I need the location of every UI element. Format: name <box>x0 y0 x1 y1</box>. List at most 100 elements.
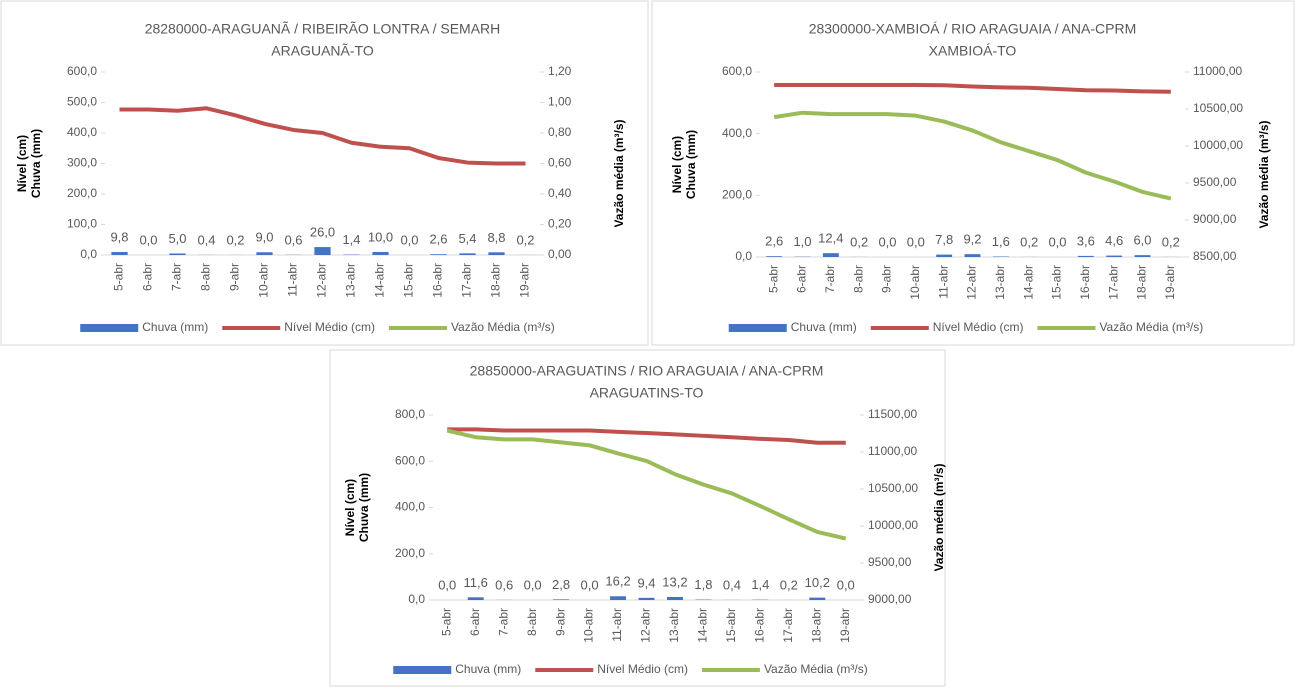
x-tick-label: 8-abr <box>525 608 539 636</box>
data-label: 0,6 <box>495 577 513 592</box>
y2-tick-label: 8500,00 <box>1193 249 1237 263</box>
data-label: 8,8 <box>487 230 505 245</box>
y-tick-label: 0,0 <box>80 247 97 261</box>
y2-tick-label: 0,40 <box>548 186 572 200</box>
chart: 28300000-XAMBIOÁ / RIO ARAGUAIA / ANA-CP… <box>651 0 1295 346</box>
data-label: 0,0 <box>438 577 456 592</box>
y-tick-label: 200,0 <box>395 546 425 560</box>
legend-label: Nível Médio (cm) <box>933 320 1024 334</box>
data-label: 4,6 <box>1105 233 1123 248</box>
bar <box>666 596 683 600</box>
y2-tick-label: 0,80 <box>548 125 572 139</box>
data-label: 5,4 <box>458 231 476 246</box>
y-tick-label: 200,0 <box>67 186 97 200</box>
x-tick-label: 18-abr <box>489 263 503 298</box>
data-label: 0,2 <box>226 232 244 247</box>
legend-swatch <box>80 324 139 332</box>
x-tick-label: 14-abr <box>696 608 710 643</box>
x-tick-label: 7-abr <box>170 263 184 291</box>
data-label: 0,2 <box>850 234 868 249</box>
chart-title: 28280000-ARAGUANÃ / RIBEIRÃO LONTRA / SE… <box>145 21 501 37</box>
x-tick-label: 11-abr <box>286 263 300 297</box>
legend-label: Chuva (mm) <box>791 320 857 334</box>
data-label: 0,2 <box>516 232 534 247</box>
x-tick-label: 17-abr <box>1106 265 1120 300</box>
bar <box>809 597 826 600</box>
bar <box>488 252 505 255</box>
x-tick-label: 7-abr <box>496 608 510 636</box>
y-tick-label: 100,0 <box>67 217 97 231</box>
legend-swatch <box>393 666 452 674</box>
data-label: 0,0 <box>581 577 599 592</box>
y-axis-label: Chuva (mm) <box>684 130 698 199</box>
data-label: 1,6 <box>992 234 1010 249</box>
y2-tick-label: 9000,00 <box>1193 212 1237 226</box>
data-label: 0,2 <box>1020 234 1038 249</box>
x-tick-label: 5-abr <box>112 263 126 291</box>
legend-item: Nível Médio (cm) <box>870 320 1024 334</box>
bar <box>314 247 331 255</box>
x-tick-label: 15-abr <box>724 608 738 643</box>
data-label: 0,2 <box>780 577 798 592</box>
y-axis-label: Chuva (mm) <box>29 129 43 198</box>
data-label: 9,4 <box>637 575 655 590</box>
bar <box>111 252 128 255</box>
bar <box>638 597 655 600</box>
bar <box>1077 255 1094 257</box>
bar <box>553 599 570 600</box>
y2-tick-label: 0,60 <box>548 156 572 170</box>
x-tick-label: 14-abr <box>1021 265 1035 300</box>
bar <box>936 254 953 257</box>
data-label: 10,2 <box>805 575 830 590</box>
chart-title: ARAGUATINS-TO <box>590 385 704 401</box>
line <box>446 428 847 541</box>
data-label: 2,8 <box>552 577 570 592</box>
legend-label: Nível Médio (cm) <box>284 320 375 334</box>
y2-tick-label: 11000,00 <box>868 444 917 458</box>
data-label: 0,0 <box>524 577 542 592</box>
x-tick-label: 16-abr <box>753 608 767 643</box>
data-label: 0,0 <box>878 234 896 249</box>
y-axis-label: Chuva (mm) <box>357 473 371 542</box>
y2-tick-label: 9500,00 <box>1193 175 1237 189</box>
legend-item: Nível Médio (cm) <box>222 320 375 334</box>
chart-frame <box>651 0 1295 346</box>
chart-title: 28300000-XAMBIOÁ / RIO ARAGUAIA / ANA-CP… <box>809 21 1137 37</box>
data-label: 11,6 <box>464 575 488 590</box>
chart: 28850000-ARAGUATINS / RIO ARAGUAIA / ANA… <box>329 349 946 687</box>
x-tick-label: 13-abr <box>993 265 1007 300</box>
x-tick-label: 6-abr <box>141 263 155 291</box>
x-tick-label: 14-abr <box>373 263 387 298</box>
y-tick-label: 800,0 <box>395 407 425 421</box>
x-tick-label: 12-abr <box>965 265 979 300</box>
bar <box>766 256 783 257</box>
y-axis-label: Nível (cm) <box>670 136 684 193</box>
data-label: 26,0 <box>310 225 335 240</box>
data-label: 16,2 <box>605 574 630 589</box>
x-tick-label: 6-abr <box>795 265 809 293</box>
data-label: 0,0 <box>837 577 855 592</box>
x-tick-label: 16-abr <box>1078 265 1092 300</box>
x-tick-label: 19-abr <box>518 263 532 298</box>
bar <box>964 254 981 257</box>
x-tick-label: 13-abr <box>667 608 681 643</box>
data-label: 9,8 <box>110 229 128 244</box>
data-label: 10,0 <box>368 229 393 244</box>
x-tick-label: 7-abr <box>823 265 837 293</box>
y-tick-label: 600,0 <box>722 64 752 78</box>
y-tick-label: 400,0 <box>67 125 97 139</box>
chart-title: XAMBIOÁ-TO <box>929 43 1017 59</box>
x-tick-label: 5-abr <box>766 265 780 293</box>
x-tick-label: 10-abr <box>908 265 922 300</box>
bar <box>459 253 476 255</box>
legend-label: Nível Médio (cm) <box>597 662 688 676</box>
y2-axis-label: Vazão média (m³/s) <box>1257 120 1271 228</box>
x-tick-label: 12-abr <box>315 263 329 298</box>
y-tick-label: 300,0 <box>67 156 97 170</box>
x-tick-label: 11-abr <box>936 265 950 299</box>
x-tick-label: 11-abr <box>610 608 624 642</box>
data-label: 1,0 <box>793 234 811 249</box>
data-label: 0,0 <box>907 234 925 249</box>
x-tick-label: 19-abr <box>838 608 852 643</box>
